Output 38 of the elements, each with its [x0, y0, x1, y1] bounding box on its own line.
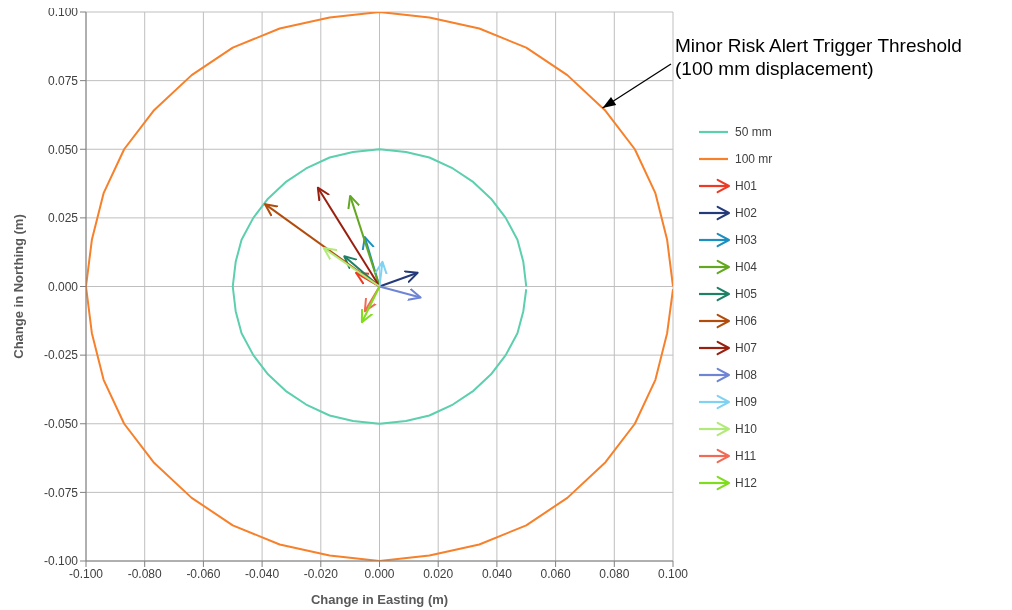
legend-label: H10 [735, 421, 758, 436]
legend-label: H03 [735, 232, 758, 247]
legend-label: 50 mm [735, 124, 772, 139]
y-tick-label: 0.075 [47, 73, 79, 88]
y-axis-title: Change in Northing (m) [10, 214, 26, 359]
y-tick-label: -0.100 [43, 554, 79, 569]
y-tick-label: 0.050 [47, 142, 79, 157]
x-tick-label: 0.080 [599, 566, 630, 581]
legend-label: H05 [735, 286, 758, 301]
legend-label: H01 [735, 178, 758, 193]
x-axis-title: Change in Easting (m) [310, 592, 449, 607]
y-tick-label: 0.100 [47, 5, 79, 20]
legend-label: H09 [735, 394, 758, 409]
legend-label: H07 [735, 340, 758, 355]
legend-label: H04 [735, 259, 758, 274]
legend-label: H12 [735, 475, 758, 490]
x-tick-label: -0.060 [186, 566, 221, 581]
legend-label: H08 [735, 367, 758, 382]
x-tick-label: 0.100 [657, 566, 689, 581]
y-tick-label: 0.025 [47, 211, 79, 226]
x-tick-label: 0.060 [540, 566, 571, 581]
line-series [231, 148, 528, 425]
x-tick-label: -0.100 [68, 566, 104, 581]
x-tick-label: -0.020 [303, 566, 339, 581]
x-tick-label: -0.080 [127, 566, 163, 581]
annotation: Minor Risk Alert Trigger Threshold (100 mm displacement) [675, 34, 962, 80]
y-tick-label: -0.025 [43, 348, 79, 363]
legend-label: H06 [735, 313, 758, 328]
legend-label: H11 [735, 448, 757, 463]
y-tick-label: -0.075 [43, 485, 79, 500]
x-tick-label: 0.000 [364, 566, 395, 581]
x-tick-label: 0.020 [423, 566, 454, 581]
y-tick-label: -0.050 [43, 417, 79, 432]
y-tick-label: 0.000 [47, 279, 79, 294]
legend-label: H02 [735, 205, 758, 220]
x-tick-label: -0.040 [245, 566, 280, 581]
legend-label: 100 mr [735, 151, 773, 166]
x-tick-label: 0.040 [481, 566, 513, 581]
